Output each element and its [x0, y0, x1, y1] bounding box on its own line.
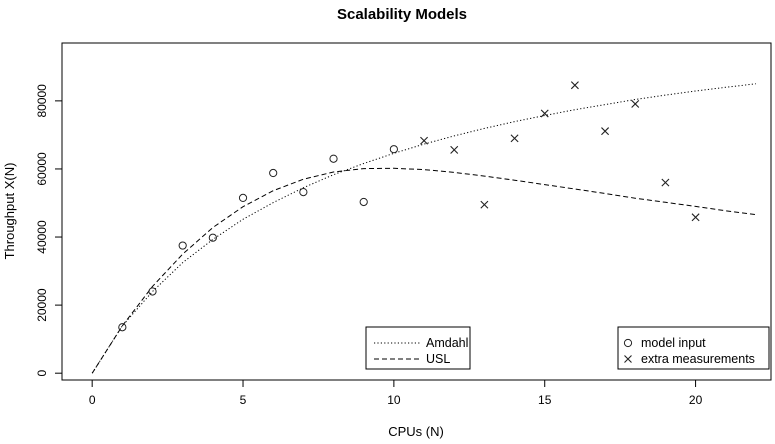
extra-measurement-point	[631, 99, 640, 108]
legend-models-box	[365, 326, 471, 370]
legend-markers: model input extra measurements	[617, 326, 770, 370]
legend-model-input-label: model input	[641, 336, 706, 350]
y-tick-label: 20000	[35, 288, 49, 322]
model-input-point	[148, 287, 157, 296]
y-tick-label: 40000	[35, 220, 49, 254]
model-curves	[91, 83, 756, 374]
model-input-point	[299, 187, 308, 197]
model-input-point	[329, 154, 338, 163]
model-input-point	[269, 168, 278, 178]
legend-models: Amdahl USL	[365, 326, 471, 370]
y-axis: 0 20000 40000 60000 80000	[35, 84, 63, 377]
x-tick-label: 15	[538, 393, 552, 407]
model-input-point	[118, 323, 127, 332]
extra-measurement-point	[601, 127, 610, 136]
legend-markers-box	[617, 326, 770, 370]
extra-measurement-point	[570, 81, 579, 90]
extra-measurement-point	[691, 213, 700, 222]
legend-amdahl-label: Amdahl	[426, 336, 468, 350]
model-input-point	[238, 193, 248, 202]
extra-measurement-point	[480, 200, 489, 209]
legend-extra-measurements-label: extra measurements	[641, 352, 755, 366]
y-tick-label: 80000	[35, 84, 49, 118]
y-tick-label: 0	[35, 370, 49, 377]
x-axis-label: CPUs (N)	[388, 424, 444, 439]
x-tick-label: 10	[387, 393, 401, 407]
x-tick-label: 5	[240, 393, 247, 407]
legend-usl-label: USL	[426, 352, 450, 366]
model-input-point	[359, 197, 368, 207]
legend-x-symbol	[624, 355, 632, 363]
extra-measurement-point	[420, 136, 429, 145]
x-axis: 0 5 10 15 20	[89, 379, 703, 407]
extra-measurement-point	[510, 134, 519, 143]
extra-measurement-point	[540, 109, 549, 118]
legend-circle-symbol	[623, 338, 633, 348]
chart-title: Scalability Models	[337, 6, 467, 23]
model-input-point	[178, 241, 187, 250]
model-input-point	[389, 145, 398, 154]
y-tick-label: 60000	[35, 152, 49, 186]
extra-measurement-point	[661, 178, 670, 187]
model-input-point	[208, 233, 217, 242]
curve-usl	[91, 167, 756, 374]
y-axis-label: Throughput X(N)	[2, 163, 17, 260]
x-tick-label: 0	[89, 393, 96, 407]
x-tick-label: 20	[689, 393, 703, 407]
extra-measurement-point	[450, 145, 459, 154]
data-points	[118, 81, 700, 332]
